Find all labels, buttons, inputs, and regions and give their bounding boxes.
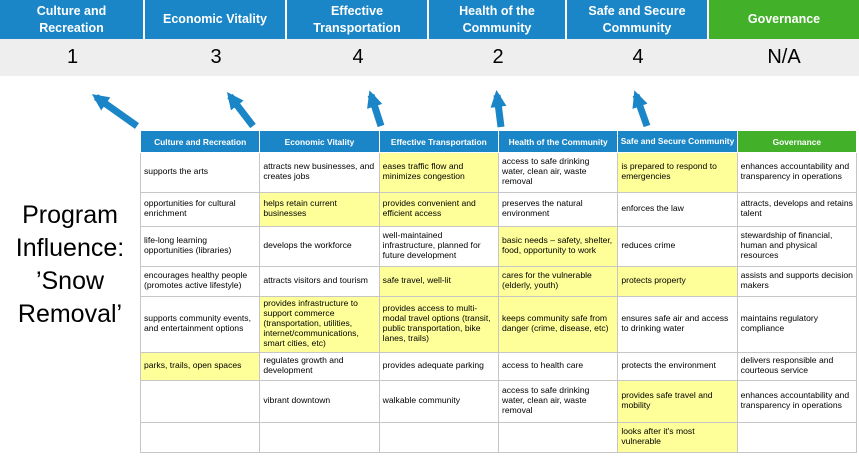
pillar-score-2: 4 <box>352 46 364 68</box>
matrix-cell: access to health care <box>497 352 619 381</box>
matrix-cell: enhances accountability and transparency… <box>736 152 858 193</box>
matrix-cell: delivers responsible and courteous servi… <box>736 352 858 381</box>
matrix-cell-highlighted: helps retain current businesses <box>259 192 380 227</box>
matrix-row-2: opportunities for cultural enrichment hel… <box>139 192 858 227</box>
pillar-score-3: 2 <box>492 46 504 68</box>
matrix-cell: supports community events, and entertain… <box>139 296 261 353</box>
matrix-row-3: life-long learning opportunities (librar… <box>139 226 858 267</box>
matrix-cell: well-maintained infrastructure, planned … <box>378 226 499 267</box>
arrow-economic-icon <box>226 92 256 129</box>
matrix-header-2: Effective Transportation <box>378 130 499 153</box>
matrix-cell-highlighted: provides convenient and efficient access <box>378 192 499 227</box>
program-title-line: Influence: <box>15 234 125 262</box>
matrix-cell <box>736 422 858 453</box>
matrix-cell: enhances accountability and transparency… <box>736 380 858 423</box>
matrix-row-7: vibrant downtown walkable community access… <box>139 380 858 423</box>
matrix-cell: attracts new businesses, and creates job… <box>259 152 380 193</box>
matrix-cell-highlighted: protects property <box>617 266 738 297</box>
pillar-header-3: Health of the Community <box>429 0 567 39</box>
program-title: Program Influence: ’Snow Removal’ <box>0 199 140 331</box>
matrix-cell: stewardship of financial, human and phys… <box>736 226 858 267</box>
pillar-header-1: Economic Vitality <box>145 0 287 39</box>
matrix-cell-highlighted: keeps community safe from danger (crime,… <box>497 296 619 353</box>
pillar-score-5: N/A <box>767 46 801 68</box>
matrix-cell: life-long learning opportunities (librar… <box>139 226 261 267</box>
influence-matrix: Culture and Recreation Economic Vitality E… <box>139 130 858 453</box>
matrix-header-0: Culture and Recreation <box>139 130 261 153</box>
matrix-cell: opportunities for cultural enrichment <box>139 192 261 227</box>
matrix-header-4: Safe and Secure Community <box>617 130 738 153</box>
pillar-header-4: Safe and Secure Community <box>567 0 709 39</box>
program-title-line: Removal’ <box>17 300 123 328</box>
pillar-header-2: Effective Transportation <box>287 0 429 39</box>
pillar-score-4: 4 <box>632 46 644 68</box>
matrix-header-row: Culture and Recreation Economic Vitality E… <box>139 130 858 153</box>
matrix-row-8: looks after it's most vulnerable <box>139 422 858 453</box>
arrow-culture-icon <box>91 94 140 129</box>
pillar-header-0: Culture and Recreation <box>0 0 145 39</box>
matrix-cell: encourages healthy people (promotes acti… <box>139 266 261 297</box>
matrix-cell: enforces the law <box>617 192 738 227</box>
matrix-cell: access to safe drinking water, clean air… <box>497 380 619 423</box>
pillar-header-5: Governance <box>709 0 859 39</box>
matrix-cell: reduces crime <box>617 226 738 267</box>
matrix-header-3: Health of the Community <box>497 130 619 153</box>
matrix-cell <box>497 422 619 453</box>
matrix-cell: develops the workforce <box>259 226 380 267</box>
matrix-cell-highlighted: provides safe travel and mobility <box>617 380 738 423</box>
matrix-row-4: encourages healthy people (promotes acti… <box>139 266 858 297</box>
pillar-score-0: 1 <box>66 46 79 68</box>
matrix-cell-highlighted: provides access to multi-modal travel op… <box>378 296 499 353</box>
pillar-header-bar: Culture and Recreation Economic Vitality E… <box>0 0 859 39</box>
matrix-cell: ensures safe air and access to drinking … <box>617 296 738 353</box>
arrow-safety-icon <box>632 90 651 128</box>
arrow-transportation-icon <box>367 90 385 128</box>
matrix-cell-highlighted: parks, trails, open spaces <box>139 352 261 381</box>
arrow-health-icon <box>490 90 507 128</box>
matrix-cell: attracts, develops and retains talent <box>736 192 858 227</box>
program-title-line: Program <box>22 201 118 229</box>
matrix-cell <box>139 422 261 453</box>
matrix-cell <box>378 422 499 453</box>
matrix-cell: walkable community <box>378 380 499 423</box>
program-title-line: ’Snow <box>35 267 105 295</box>
matrix-cell-highlighted: basic needs – safety, shelter, food, opp… <box>497 226 619 267</box>
matrix-row-5: supports community events, and entertain… <box>139 296 858 353</box>
matrix-cell: provides adequate parking <box>378 352 499 381</box>
matrix-cell: protects the environment <box>617 352 738 381</box>
matrix-cell: attracts visitors and tourism <box>259 266 380 297</box>
matrix-cell: assists and supports decision makers <box>736 266 858 297</box>
score-bar: 1 3 4 2 4 N/A <box>0 39 859 76</box>
matrix-cell: maintains regulatory compliance <box>736 296 858 353</box>
matrix-header-1: Economic Vitality <box>259 130 380 153</box>
matrix-cell-highlighted: cares for the vulnerable (elderly, youth… <box>497 266 619 297</box>
matrix-cell-highlighted: eases traffic flow and minimizes congest… <box>378 152 499 193</box>
matrix-cell <box>259 422 380 453</box>
matrix-row-1: supports the arts attracts new businesses… <box>139 152 858 193</box>
matrix-cell-highlighted: is prepared to respond to emergencies <box>617 152 738 193</box>
matrix-cell: supports the arts <box>139 152 261 193</box>
matrix-cell: access to safe drinking water, clean air… <box>497 152 619 193</box>
matrix-header-5: Governance <box>736 130 858 153</box>
matrix-cell-highlighted: safe travel, well-lit <box>378 266 499 297</box>
matrix-cell-highlighted: provides infrastructure to support comme… <box>259 296 380 353</box>
matrix-cell: regulates growth and development <box>259 352 380 381</box>
pillar-score-1: 3 <box>210 46 222 68</box>
matrix-cell: vibrant downtown <box>259 380 380 423</box>
matrix-cell-highlighted: looks after it's most vulnerable <box>617 422 738 453</box>
matrix-cell: preserves the natural environment <box>497 192 619 227</box>
matrix-cell <box>139 380 261 423</box>
matrix-row-6: parks, trails, open spaces regulates grow… <box>139 352 858 381</box>
